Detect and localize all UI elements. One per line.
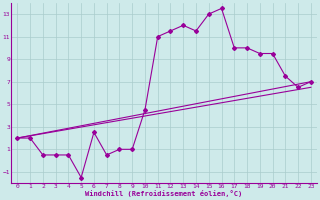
X-axis label: Windchill (Refroidissement éolien,°C): Windchill (Refroidissement éolien,°C) <box>85 190 243 197</box>
